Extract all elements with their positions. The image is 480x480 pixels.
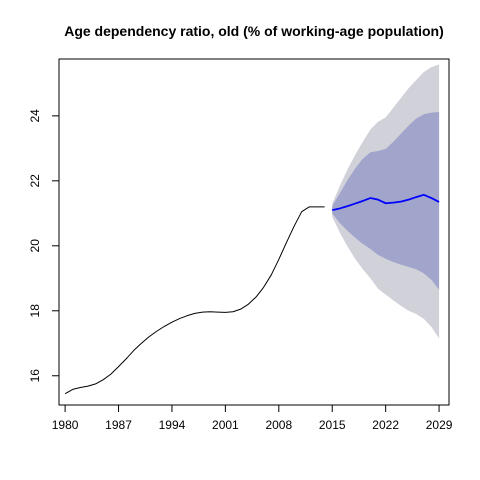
x-tick-label: 2029 — [426, 418, 453, 432]
y-tick-label: 20 — [28, 239, 42, 253]
x-tick-label: 2001 — [212, 418, 239, 432]
y-tick-label: 22 — [28, 174, 42, 188]
series-history-line — [64, 206, 325, 395]
band-inner — [332, 111, 440, 290]
x-tick-label: 2022 — [372, 418, 399, 432]
series-lines — [64, 193, 440, 395]
y-tick-label: 24 — [28, 109, 42, 123]
chart-title: Age dependency ratio, old (% of working-… — [64, 23, 444, 39]
y-tick-label: 16 — [28, 369, 42, 383]
y-tick-label: 18 — [28, 304, 42, 318]
y-axis: 16 18 20 22 24 — [28, 109, 60, 383]
x-axis: 1980 1987 1994 2001 2008 2015 2022 2029 — [52, 404, 453, 432]
x-tick-label: 2015 — [319, 418, 346, 432]
forecast-bands — [332, 64, 440, 339]
x-tick-label: 1980 — [52, 418, 79, 432]
x-tick-label: 1987 — [105, 418, 132, 432]
x-tick-label: 1994 — [159, 418, 186, 432]
x-tick-label: 2008 — [265, 418, 292, 432]
series-forecast-line — [332, 193, 440, 211]
